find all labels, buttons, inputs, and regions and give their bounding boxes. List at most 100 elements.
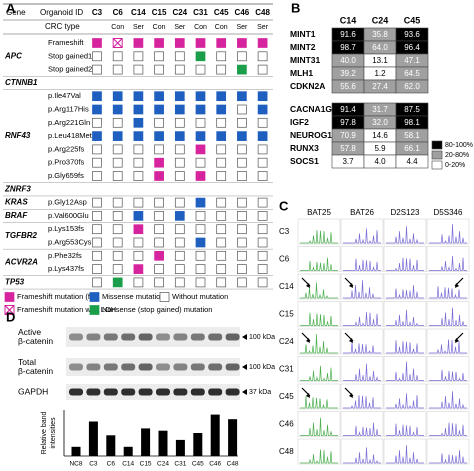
variant-name: p.Phe32fs (48, 251, 82, 260)
mutation-cell (112, 64, 123, 75)
mutation-cell (174, 51, 185, 62)
mutation-cell (133, 64, 144, 75)
mutation-cell (216, 64, 227, 75)
cell-box (237, 224, 247, 235)
blot-band (208, 363, 223, 371)
mutation-cell (257, 117, 268, 128)
cell-box (133, 250, 144, 261)
mutation-cell (174, 131, 185, 141)
mutation-cell (237, 117, 247, 128)
trace-frame (297, 383, 341, 410)
mutation-cell (195, 144, 206, 155)
mutation-cell (237, 64, 247, 75)
cell-box (174, 264, 185, 274)
trace-frame (340, 383, 384, 410)
mutation-cell (195, 104, 206, 115)
mutation-cell (195, 64, 206, 75)
trace-frame (383, 218, 427, 245)
arrow-head (349, 393, 353, 398)
cell-box (89, 305, 100, 315)
cell-box (216, 38, 227, 48)
cell-box (237, 197, 247, 208)
cell-box (133, 277, 144, 288)
cell-box (174, 277, 185, 288)
variant-name: p.Arg117His (48, 104, 89, 113)
mutation-cell (4, 292, 15, 302)
value-label: 47.1 (404, 56, 420, 65)
cell-box (174, 144, 185, 155)
legend-label: 80-100% (445, 142, 473, 149)
blot-band (156, 333, 170, 341)
trace-frame (383, 383, 427, 410)
cell-box (237, 131, 247, 141)
size-marker (242, 334, 247, 340)
trace (343, 422, 381, 436)
value-label: 5.9 (374, 144, 386, 153)
mutation-cell (133, 38, 144, 48)
size-marker (242, 389, 247, 395)
cell-box (216, 51, 227, 62)
cell-box (112, 64, 123, 75)
mutation-cell (112, 104, 123, 115)
legend-swatch (431, 140, 443, 150)
trace-frame (426, 328, 470, 355)
cell-box (195, 211, 206, 221)
cell-box (133, 211, 144, 221)
mutation-cell (257, 38, 268, 48)
legend-label: Frameshift mutation (fs) (17, 292, 97, 301)
organoid-id: C15 (152, 8, 167, 17)
mutation-cell (257, 171, 268, 181)
mutation-cell (154, 38, 164, 48)
organoid-id: C45 (214, 8, 229, 17)
blot-band (103, 388, 118, 396)
gene-label: NEUROG1 (290, 130, 332, 140)
gene-label: RUNX3 (290, 143, 319, 153)
cell-box (112, 104, 123, 115)
cell-box (133, 64, 144, 75)
blot-band (86, 333, 101, 341)
trace-frame (297, 411, 341, 437)
header-crc-type: CRC type (45, 22, 80, 31)
cell-box (237, 64, 247, 75)
mutation-cell (154, 51, 164, 62)
blot-band (103, 333, 118, 341)
trace-frame (383, 301, 427, 327)
cell-box (257, 237, 268, 248)
blot-band (69, 388, 83, 396)
cell-box (154, 144, 164, 155)
trace-frame (340, 246, 384, 272)
mutation-cell (154, 64, 164, 75)
variant-name: Stop gained2 (48, 65, 92, 74)
value-label: 4.4 (406, 157, 418, 166)
value-label: 35.8 (372, 30, 388, 39)
size-label: 100 kDa (249, 334, 275, 341)
header-organoid: Organoid ID (40, 8, 83, 17)
trace (300, 282, 338, 299)
trace (343, 312, 381, 326)
value-label: 98.1 (404, 118, 420, 127)
mutation-cell (154, 224, 164, 235)
blot-label: Active (18, 327, 41, 337)
gene-name: ACVR2A (4, 258, 38, 267)
panel-letter: B (291, 0, 300, 15)
cell-box (92, 237, 102, 248)
bar (228, 419, 238, 456)
cell-box (257, 117, 268, 128)
cell-box (92, 104, 102, 115)
gene-name: ZNRF3 (4, 184, 31, 193)
cell-box (92, 64, 102, 75)
sample-label: C14 (279, 282, 294, 291)
trace (300, 396, 338, 409)
organoid-id: C48 (255, 8, 270, 17)
cell-box (216, 250, 227, 261)
mutation-cell (154, 250, 164, 261)
mutation-cell (257, 104, 268, 115)
value-label: 96.4 (404, 43, 420, 52)
arrow-head (349, 338, 353, 343)
organoid-id: C46 (235, 8, 250, 17)
cell-box (112, 144, 123, 155)
y-axis-label: intensities (50, 417, 57, 449)
cell-box (154, 237, 164, 248)
cell-box (154, 91, 164, 102)
trace-frame (383, 273, 427, 300)
